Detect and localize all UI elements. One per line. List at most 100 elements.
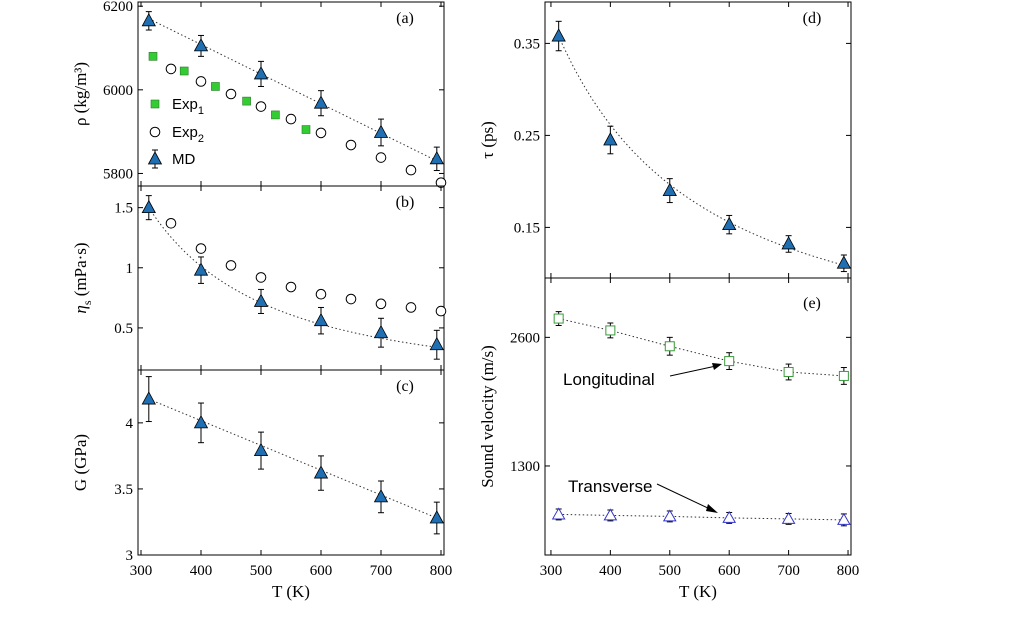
data-point [345, 293, 357, 305]
x-tick-label: 300 [130, 563, 153, 579]
data-point [165, 63, 177, 75]
data-point [837, 512, 851, 525]
data-point [435, 305, 447, 317]
x-tick-label: 400 [599, 563, 622, 579]
fit-curve-longitudinal [558, 318, 844, 377]
data-point [345, 139, 357, 151]
data-point [838, 370, 849, 381]
data-point [225, 260, 237, 271]
y-axis-title: ρ (kg/m³) [71, 62, 90, 126]
panel-label: (c) [396, 378, 414, 395]
data-point [722, 216, 737, 231]
data-point [553, 313, 564, 324]
series-md [141, 195, 444, 360]
series-exp2 [165, 217, 447, 317]
data-point [148, 52, 158, 61]
data-point [603, 508, 618, 521]
data-point [373, 124, 389, 138]
fit-curve [148, 18, 438, 162]
y-tick-label: 0.35 [514, 36, 540, 52]
data-point [313, 465, 329, 479]
data-point [255, 272, 267, 283]
arrow-longitudinal [669, 365, 717, 377]
plot-frame [544, 277, 852, 556]
fit-curve [148, 398, 437, 519]
legend-label-text: Exp [172, 124, 198, 141]
annotation-longitudinal: Longitudinal [563, 370, 655, 389]
y-axis-title-unit: (mPa·s) [71, 242, 90, 300]
data-point [662, 182, 677, 197]
data-point [603, 132, 618, 146]
legend-label: MD [172, 151, 195, 168]
x-tick-label: 300 [540, 563, 563, 579]
y-tick-label: 1300 [510, 459, 540, 475]
data-point [255, 101, 267, 112]
series-transverse [551, 507, 851, 527]
legend-label: Exp2 [172, 124, 204, 145]
fit-curve [148, 207, 437, 348]
series-md [141, 11, 444, 172]
data-point [271, 110, 280, 120]
y-tick-label: 0.15 [514, 220, 540, 236]
data-point [253, 66, 269, 80]
panel-label: (e) [803, 295, 821, 312]
data-point [781, 511, 796, 524]
series-exp2 [165, 63, 447, 188]
arrow-transverse [656, 483, 713, 511]
y-axis-title: ηs (mPa·s) [71, 242, 94, 313]
data-point [373, 324, 389, 339]
x-tick-label: 600 [718, 563, 741, 579]
data-point [429, 336, 444, 351]
fit-curve-transverse [558, 513, 844, 521]
data-point [429, 150, 444, 165]
data-point [179, 66, 189, 76]
data-point [193, 415, 209, 429]
data-point [285, 281, 297, 293]
arrowhead-longitudinal [712, 363, 722, 370]
series-longitudinal [553, 311, 849, 385]
y-axis-title-sub: s [80, 300, 94, 305]
data-point [551, 507, 566, 520]
data-point [664, 341, 675, 352]
annotations: Longitudinal Transverse [563, 363, 722, 513]
x-tick-label: 800 [837, 563, 860, 579]
x-tick-label: 500 [659, 563, 682, 579]
data-point [313, 312, 329, 327]
series-md [141, 376, 444, 535]
y-tick-label: 1.5 [114, 201, 133, 217]
data-point [253, 293, 269, 307]
x-axis-title: T (K) [272, 582, 310, 601]
data-point [193, 38, 209, 52]
data-point [141, 391, 156, 405]
plot-frame [137, 185, 445, 371]
legend: Exp1 Exp2 MD [147, 96, 204, 169]
data-point [375, 298, 387, 310]
fit-curve [558, 35, 845, 266]
panel-d: 0.15 0.25 0.35 τ (ps) (d) [478, 1, 852, 279]
data-point [373, 489, 389, 503]
y-tick-label: 3.5 [114, 482, 133, 498]
legend-marker [149, 126, 161, 138]
x-tick-label: 500 [250, 563, 273, 579]
y-tick-label: 6000 [103, 83, 133, 99]
x-tick-label: 700 [370, 563, 393, 579]
x-tick-label: 600 [310, 563, 333, 579]
data-point [165, 217, 177, 229]
x-tick-label: 800 [430, 563, 453, 579]
data-point [195, 76, 207, 87]
y-tick-label: 4 [126, 416, 134, 432]
legend-label-text: MD [172, 151, 195, 168]
legend-label-sub: 1 [198, 105, 204, 117]
legend-label-text: Exp [172, 96, 198, 113]
data-point [193, 262, 209, 276]
x-axis-title: T (K) [679, 582, 717, 601]
data-point [253, 442, 269, 457]
data-point [724, 356, 735, 367]
y-axis-title-symbol: η [71, 305, 90, 313]
data-point [722, 510, 737, 523]
data-point [405, 302, 417, 313]
data-point [405, 164, 417, 176]
